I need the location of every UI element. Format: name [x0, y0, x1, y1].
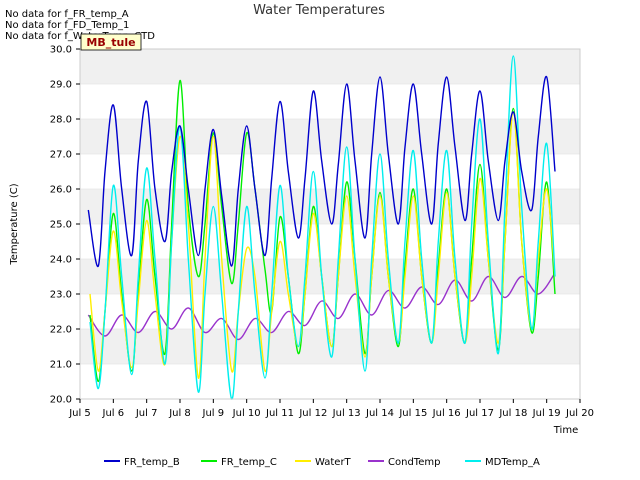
x-tick-label: Jul 6 [102, 408, 125, 419]
no-data-message-2: No data for f_FD_Temp_1 [5, 20, 130, 31]
y-tick-label: 20.0 [50, 395, 72, 406]
background-band [80, 49, 580, 84]
chart-title: Water Temperatures [253, 3, 385, 18]
no-data-message-3: No data for f_WaterTemp_CTD [5, 31, 155, 42]
x-tick-label: Jul 10 [232, 408, 261, 419]
site-label-text: MB_tule [86, 36, 135, 49]
x-tick-label: Jul 9 [202, 408, 225, 419]
x-tick-label: Jul 17 [465, 408, 494, 419]
x-tick-label: Jul 19 [532, 408, 561, 419]
y-tick-label: 23.0 [50, 290, 72, 301]
no-data-message-1: No data for f_FR_temp_A [5, 9, 129, 20]
background-band [80, 119, 580, 154]
series-line-fr-temp-b [87, 76, 556, 267]
y-tick-label: 21.0 [50, 360, 72, 371]
y-tick-label: 25.0 [50, 220, 72, 231]
legend-label-watert: WaterT [315, 457, 352, 468]
legend-label-mdtemp-a: MDTemp_A [485, 457, 540, 468]
x-tick-label: Jul 12 [298, 408, 327, 419]
site-label: MB_tule [80, 33, 142, 51]
legend-label-condtemp: CondTemp [388, 457, 440, 468]
series-line-mdtemp-a [89, 55, 556, 400]
y-tick-label: 22.0 [50, 325, 72, 336]
legend-label-fr-temp-b: FR_temp_B [124, 457, 180, 468]
y-tick-label: 24.0 [50, 255, 72, 266]
x-axis-label: Time [553, 425, 578, 436]
x-tick-label: Jul 14 [365, 408, 394, 419]
y-axis-label: Temperature (C) [9, 183, 20, 265]
x-tick-label: Jul 5 [68, 408, 91, 419]
x-tick-label: Jul 11 [265, 408, 294, 419]
background-band [80, 329, 580, 364]
legend: FR_temp_B FR_temp_C WaterT CondTemp MDTemp_A [104, 457, 540, 468]
x-tick-label: Jul 13 [332, 408, 361, 419]
y-tick-label: 26.0 [50, 185, 72, 196]
y-tick-label: 28.0 [50, 115, 72, 126]
x-tick-label: Jul 16 [432, 408, 461, 419]
y-tick-label: 30.0 [50, 45, 72, 56]
y-tick-label: 27.0 [50, 150, 72, 161]
y-tick-label: 29.0 [50, 80, 72, 91]
x-tick-label: Jul 20 [565, 408, 594, 419]
x-tick-label: Jul 7 [135, 408, 158, 419]
x-tick-label: Jul 15 [398, 408, 427, 419]
x-tick-label: Jul 8 [168, 408, 191, 419]
legend-label-fr-temp-c: FR_temp_C [221, 457, 277, 468]
x-tick-label: Jul 18 [498, 408, 527, 419]
